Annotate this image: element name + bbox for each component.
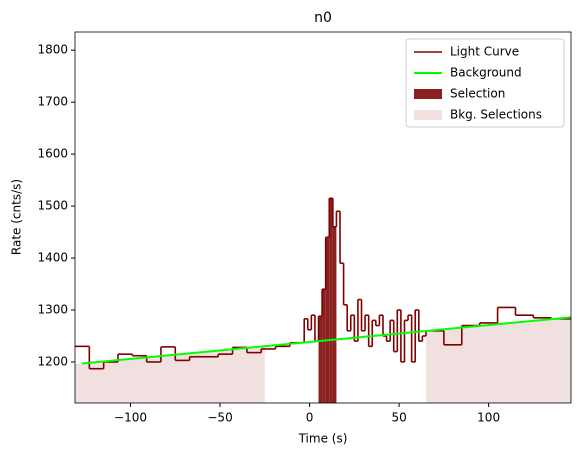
- selection-bar: [332, 226, 337, 403]
- x-tick-label: −100: [114, 411, 147, 425]
- legend-label: Background: [450, 66, 522, 80]
- x-tick-label: 50: [391, 411, 406, 425]
- y-tick-label: 1600: [37, 147, 68, 161]
- x-tick-label: −50: [207, 411, 232, 425]
- y-tick-label: 1500: [37, 199, 68, 213]
- plot-area: [75, 197, 571, 403]
- y-axis-label: Rate (cnts/s): [10, 179, 24, 255]
- y-tick-label: 1800: [37, 43, 68, 57]
- axes-frame: [74, 31, 572, 404]
- selection-bar: [329, 198, 333, 403]
- y-tick-label: 1700: [37, 95, 68, 109]
- legend-swatch: [414, 110, 442, 120]
- x-axis-label: Time (s): [298, 432, 348, 446]
- legend-box: [405, 38, 565, 128]
- legend-label: Bkg. Selections: [450, 108, 542, 122]
- selection-bar: [325, 237, 330, 403]
- legend-swatch: [414, 89, 442, 99]
- y-tick-label: 1300: [37, 302, 68, 316]
- background-line: [82, 316, 571, 365]
- selection-bar: [322, 289, 326, 403]
- x-tick-label: 100: [477, 411, 500, 425]
- y-tick-label: 1200: [37, 354, 68, 368]
- bkg-selection: [425, 317, 571, 403]
- legend-label: Selection: [450, 87, 505, 101]
- chart-title: n0: [314, 10, 332, 26]
- selection-bar: [318, 316, 323, 403]
- y-tick-label: 1400: [37, 251, 68, 265]
- legend-label: Light Curve: [450, 45, 519, 59]
- x-tick-label: 0: [306, 411, 314, 425]
